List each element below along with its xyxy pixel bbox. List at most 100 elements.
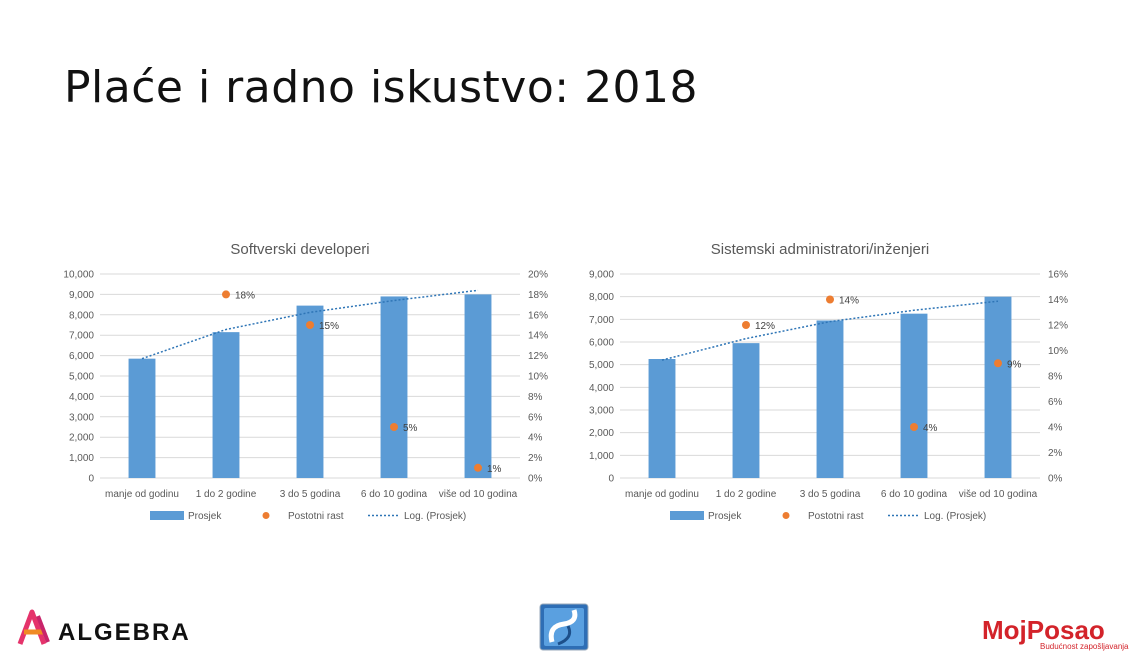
growth-label: 15% <box>319 321 339 332</box>
chart-title: Softverski developeri <box>230 241 369 258</box>
y2-tick-label: 16% <box>1048 270 1068 281</box>
growth-point <box>742 321 750 329</box>
bar <box>732 343 760 478</box>
mojposao-logo: MojPosao Budućnost zapošljavanja <box>982 615 1129 651</box>
chart-softverski-developeri: Softverski developeri 0 1,000 2,000 3,000 4,0… <box>63 241 548 522</box>
bar <box>128 358 156 478</box>
legend-bar-swatch <box>670 511 704 520</box>
legend-bar-label: Prosjek <box>708 511 742 522</box>
y-tick-label: 4,000 <box>589 383 614 394</box>
growth-label: 9% <box>1007 359 1022 370</box>
growth-point <box>222 290 230 299</box>
y-tick-label: 0 <box>608 474 614 485</box>
y-tick-label: 1,000 <box>69 453 94 464</box>
y2-tick-label: 20% <box>528 270 548 281</box>
y-tick-label: 0 <box>88 474 94 485</box>
y-tick-label: 3,000 <box>69 412 94 423</box>
y2-tick-label: 2% <box>1048 448 1063 459</box>
bar <box>380 296 408 478</box>
y2-tick-label: 2% <box>528 453 543 464</box>
y-tick-label: 6,000 <box>589 338 614 349</box>
legend-dot-label: Postotni rast <box>288 511 344 522</box>
y-tick-label: 5,000 <box>589 360 614 371</box>
y2-tick-label: 14% <box>528 331 548 342</box>
y-tick-label: 7,000 <box>69 331 94 342</box>
y2-tick-label: 8% <box>528 392 543 403</box>
y-tick-label: 8,000 <box>589 292 614 303</box>
x-tick-label: 1 do 2 godine <box>716 489 777 500</box>
growth-label: 18% <box>235 290 255 301</box>
mojposao-tagline: Budućnost zapošljavanja <box>1040 642 1129 651</box>
y-tick-label: 9,000 <box>69 290 94 301</box>
bar <box>296 305 324 478</box>
x-tick-label: više od 10 godina <box>959 489 1038 500</box>
mojposao-logo-text: MojPosao <box>982 615 1105 645</box>
bar <box>984 296 1012 478</box>
y2-tick-label: 18% <box>528 290 548 301</box>
growth-label: 5% <box>403 423 418 434</box>
center-logo-icon <box>539 603 589 651</box>
y-tick-label: 8,000 <box>69 310 94 321</box>
y-tick-label: 7,000 <box>589 315 614 326</box>
x-tick-label: 1 do 2 godine <box>196 489 257 500</box>
x-tick-label: 3 do 5 godina <box>800 489 861 500</box>
x-tick-label: manje od godinu <box>625 489 699 500</box>
algebra-logo: ALGEBRA <box>17 609 191 646</box>
bar <box>464 294 492 478</box>
growth-point <box>826 295 834 304</box>
bar <box>212 332 240 478</box>
y2-tick-label: 0% <box>1048 474 1063 485</box>
x-tick-label: 6 do 10 godina <box>881 489 948 500</box>
legend-trend-label: Log. (Prosjek) <box>924 511 986 522</box>
algebra-logo-icon <box>17 609 50 645</box>
legend-bar-label: Prosjek <box>188 511 222 522</box>
y-tick-label: 5,000 <box>69 372 94 383</box>
y2-tick-label: 16% <box>528 310 548 321</box>
y2-tick-label: 4% <box>528 433 543 444</box>
y-tick-label: 9,000 <box>589 270 614 281</box>
y-tick-label: 4,000 <box>69 392 94 403</box>
legend-dot-swatch <box>782 512 790 519</box>
y-tick-label: 10,000 <box>63 270 94 281</box>
x-tick-label: 6 do 10 godina <box>361 489 428 500</box>
bar <box>900 313 928 478</box>
y2-tick-label: 0% <box>528 474 543 485</box>
y2-tick-label: 6% <box>528 412 543 423</box>
y2-tick-label: 6% <box>1048 397 1063 408</box>
algebra-logo-text: ALGEBRA <box>58 619 191 646</box>
legend-dot-swatch <box>262 512 270 519</box>
growth-label: 4% <box>923 423 938 434</box>
growth-label: 1% <box>487 464 502 475</box>
growth-point <box>390 423 398 431</box>
growth-label: 12% <box>755 321 775 332</box>
chart-sistemski-administratori: Sistemski administratori/inženjeri 0 1,000… <box>589 241 1068 522</box>
y2-tick-label: 14% <box>1048 295 1068 306</box>
bar <box>816 320 844 478</box>
y2-tick-label: 10% <box>528 372 548 383</box>
y2-tick-label: 8% <box>1048 372 1063 383</box>
y2-tick-label: 10% <box>1048 346 1068 357</box>
growth-point <box>306 321 314 329</box>
y-tick-label: 2,000 <box>589 428 614 439</box>
y-tick-label: 2,000 <box>69 433 94 444</box>
x-tick-label: više od 10 godina <box>439 489 518 500</box>
chart-title: Sistemski administratori/inženjeri <box>711 241 929 258</box>
slide-title: Plaće i radno iskustvo: 2018 <box>64 62 699 113</box>
bar <box>648 359 676 478</box>
growth-point <box>474 463 482 472</box>
x-tick-label: 3 do 5 godina <box>280 489 341 500</box>
trendline <box>661 300 999 361</box>
growth-point <box>994 359 1002 368</box>
growth-label: 14% <box>839 296 859 307</box>
legend-trend-label: Log. (Prosjek) <box>404 511 466 522</box>
y-tick-label: 1,000 <box>589 451 614 462</box>
legend-dot-label: Postotni rast <box>808 511 864 522</box>
y2-tick-label: 4% <box>1048 423 1063 434</box>
y2-tick-label: 12% <box>528 351 548 362</box>
y2-tick-label: 12% <box>1048 321 1068 332</box>
legend-bar-swatch <box>150 511 184 520</box>
y-tick-label: 6,000 <box>69 351 94 362</box>
x-tick-label: manje od godinu <box>105 489 179 500</box>
growth-point <box>910 423 918 431</box>
y-tick-label: 3,000 <box>589 406 614 417</box>
